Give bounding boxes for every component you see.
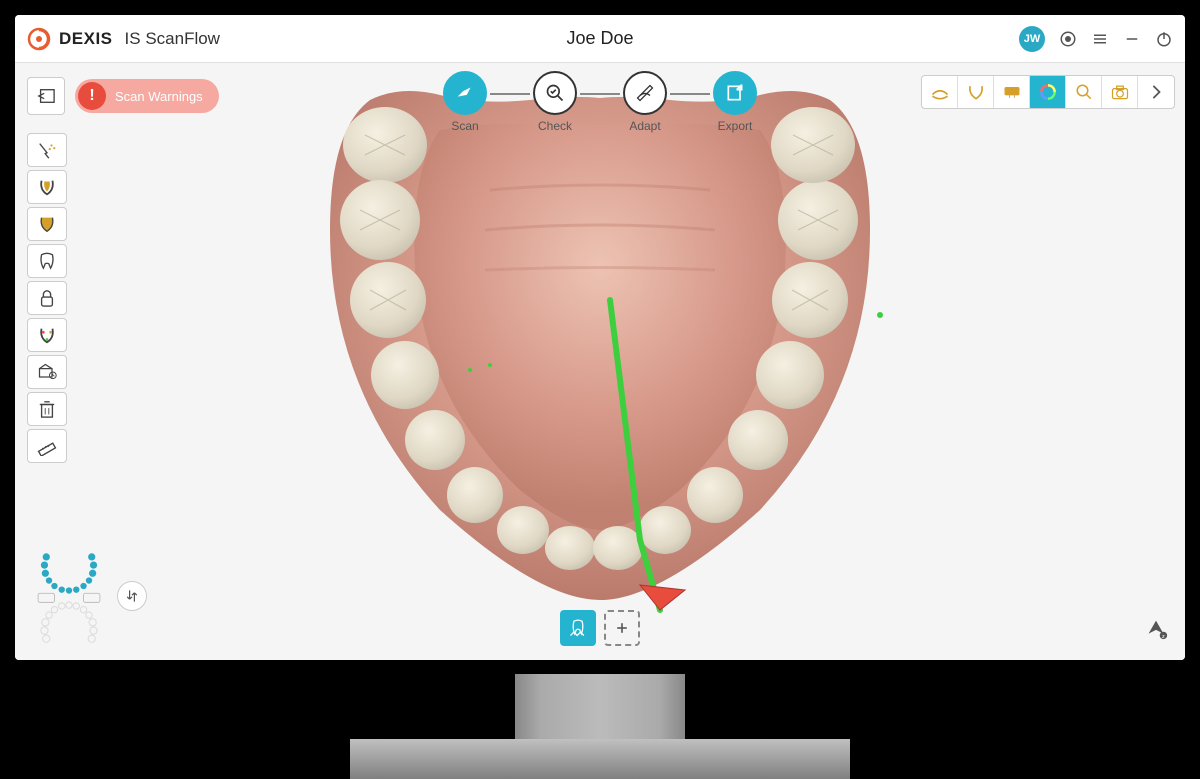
back-row: ! Scan Warnings — [27, 77, 219, 115]
check-icon — [545, 83, 565, 103]
more-tool-button[interactable] — [1138, 76, 1174, 108]
tooth-wave-icon — [568, 618, 588, 638]
scan-warnings-label: Scan Warnings — [115, 89, 203, 104]
back-icon — [35, 87, 57, 105]
brand-name: DEXIS — [59, 29, 113, 49]
arch-navigator-svg[interactable] — [29, 546, 109, 646]
swap-arch-button[interactable] — [117, 581, 147, 611]
brand-logo-icon — [27, 27, 51, 51]
step-check-label: Check — [538, 119, 572, 133]
arch-tool-button[interactable] — [958, 76, 994, 108]
step-adapt-label: Adapt — [629, 119, 660, 133]
menu-icon[interactable] — [1091, 30, 1109, 48]
jaw-tool-button[interactable] — [922, 76, 958, 108]
selection-icon — [36, 140, 58, 160]
occlusion-icon — [36, 325, 58, 345]
arch-icon — [966, 83, 986, 101]
titlebar-actions: JW — [791, 26, 1173, 52]
compass-icon: z — [1143, 615, 1169, 641]
step-export-label: Export — [718, 119, 753, 133]
zoom-tool-button[interactable] — [1066, 76, 1102, 108]
display-tool-button[interactable] — [994, 76, 1030, 108]
plus-icon — [614, 620, 630, 636]
lock-icon — [38, 288, 56, 308]
camera-icon — [1110, 84, 1130, 100]
patient-name: Joe Doe — [409, 28, 791, 49]
record-icon[interactable] — [1059, 30, 1077, 48]
export-icon — [725, 83, 745, 103]
scan-icon — [454, 82, 476, 104]
measure-tool-button[interactable] — [27, 429, 67, 463]
adapt-icon — [635, 83, 655, 103]
power-icon[interactable] — [1155, 30, 1173, 48]
chevron-right-icon — [1149, 83, 1163, 101]
zoom-icon — [1075, 83, 1093, 101]
add-region-button[interactable] — [604, 610, 640, 646]
monitor-stand — [515, 674, 685, 739]
history-icon — [37, 363, 57, 381]
selection-tool-button[interactable] — [27, 133, 67, 167]
step-export-circle[interactable] — [713, 71, 757, 115]
step-check-circle[interactable] — [533, 71, 577, 115]
minimize-icon[interactable] — [1123, 30, 1141, 48]
lower-arch-tool-button[interactable] — [27, 207, 67, 241]
trash-icon — [38, 399, 56, 419]
view-compass[interactable]: z — [1143, 615, 1169, 646]
step-scan[interactable]: Scan — [420, 71, 510, 133]
step-check[interactable]: Check — [510, 71, 600, 133]
back-button[interactable] — [27, 77, 65, 115]
display-icon — [1002, 84, 1022, 100]
step-scan-circle[interactable] — [443, 71, 487, 115]
tooth-icon — [38, 251, 56, 271]
tooth-wave-button[interactable] — [560, 610, 596, 646]
upper-arch-icon — [36, 177, 58, 197]
warning-badge-icon: ! — [78, 82, 106, 110]
scan-warnings-button[interactable]: ! Scan Warnings — [75, 79, 219, 113]
monitor-base — [350, 739, 850, 779]
workflow-steps: Scan Check Adapt — [420, 71, 780, 133]
lower-arch-icon — [36, 214, 58, 234]
delete-tool-button[interactable] — [27, 392, 67, 426]
occlusion-tool-button[interactable] — [27, 318, 67, 352]
product-name: IS ScanFlow — [125, 29, 220, 49]
tooth-tool-button[interactable] — [27, 244, 67, 278]
user-avatar[interactable]: JW — [1019, 26, 1045, 52]
step-adapt-circle[interactable] — [623, 71, 667, 115]
scan-viewport[interactable] — [15, 63, 1185, 660]
edit-toolbar — [27, 133, 67, 463]
logo-group: DEXIS IS ScanFlow — [27, 27, 409, 51]
swap-icon — [124, 588, 140, 604]
arch-navigator — [29, 546, 147, 646]
jaw-icon — [930, 84, 950, 100]
color-tool-button[interactable] — [1030, 76, 1066, 108]
lock-tool-button[interactable] — [27, 281, 67, 315]
snapshot-tool-button[interactable] — [1102, 76, 1138, 108]
history-tool-button[interactable] — [27, 355, 67, 389]
color-wheel-icon — [1038, 82, 1058, 102]
svg-text:z: z — [1162, 634, 1165, 640]
ruler-icon — [37, 436, 57, 456]
step-scan-label: Scan — [451, 119, 478, 133]
view-toolbar — [921, 75, 1175, 109]
step-export[interactable]: Export — [690, 71, 780, 133]
titlebar: DEXIS IS ScanFlow Joe Doe JW — [15, 15, 1185, 63]
main-area: ! Scan Warnings Scan Check — [15, 63, 1185, 660]
bottom-tools — [560, 610, 640, 646]
step-adapt[interactable]: Adapt — [600, 71, 690, 133]
upper-arch-tool-button[interactable] — [27, 170, 67, 204]
monitor-frame: DEXIS IS ScanFlow Joe Doe JW — [0, 0, 1200, 675]
app-screen: DEXIS IS ScanFlow Joe Doe JW — [15, 15, 1185, 660]
dental-scan-render — [240, 70, 960, 630]
